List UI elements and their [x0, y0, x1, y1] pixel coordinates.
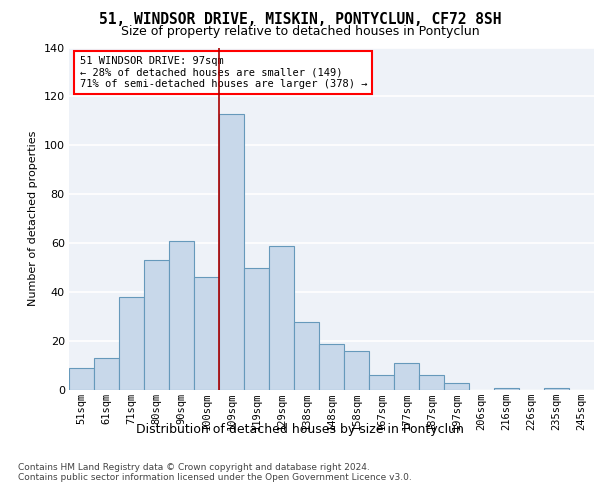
Text: Size of property relative to detached houses in Pontyclun: Size of property relative to detached ho… [121, 25, 479, 38]
Bar [544, 388, 569, 390]
Bar [169, 241, 194, 390]
Bar [244, 268, 269, 390]
Text: Distribution of detached houses by size in Pontyclun: Distribution of detached houses by size … [136, 422, 464, 436]
Text: 51 WINDSOR DRIVE: 97sqm
← 28% of detached houses are smaller (149)
71% of semi-d: 51 WINDSOR DRIVE: 97sqm ← 28% of detache… [79, 56, 367, 90]
Bar [444, 382, 469, 390]
Text: 51, WINDSOR DRIVE, MISKIN, PONTYCLUN, CF72 8SH: 51, WINDSOR DRIVE, MISKIN, PONTYCLUN, CF… [99, 12, 501, 28]
Bar [419, 376, 444, 390]
Bar [69, 368, 94, 390]
Bar [344, 351, 369, 390]
Bar [119, 297, 144, 390]
Y-axis label: Number of detached properties: Number of detached properties [28, 131, 38, 306]
Bar [269, 246, 294, 390]
Bar [394, 363, 419, 390]
Bar [194, 278, 219, 390]
Bar [144, 260, 169, 390]
Bar [369, 376, 394, 390]
Text: Contains public sector information licensed under the Open Government Licence v3: Contains public sector information licen… [18, 472, 412, 482]
Bar [294, 322, 319, 390]
Bar [319, 344, 344, 390]
Bar [94, 358, 119, 390]
Text: Contains HM Land Registry data © Crown copyright and database right 2024.: Contains HM Land Registry data © Crown c… [18, 462, 370, 471]
Bar [494, 388, 519, 390]
Bar [219, 114, 244, 390]
